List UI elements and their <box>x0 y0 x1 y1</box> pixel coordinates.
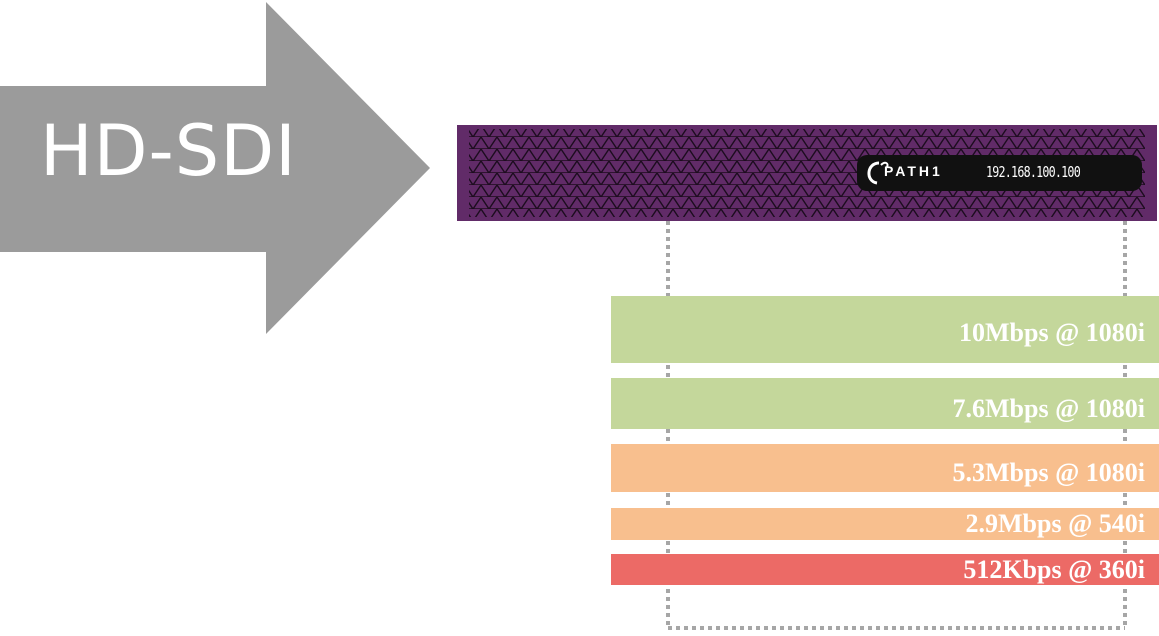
device-display <box>857 155 1142 191</box>
input-arrow: HD-SDI <box>0 0 460 340</box>
stream-bar-512kbps: 512Kbps @ 360i <box>611 554 1159 585</box>
device-brand: PATH1 <box>884 163 943 179</box>
path1-logo-icon <box>867 161 889 185</box>
arrow-shape <box>0 2 430 334</box>
device-ip-address: 192.168.100.100 <box>986 163 1081 181</box>
stream-label: 7.6Mbps @ 1080i <box>952 394 1146 423</box>
stream-label: 2.9Mbps @ 540i <box>965 509 1146 538</box>
stream-label: 10Mbps @ 1080i <box>959 318 1145 347</box>
stream-bar-2-9mbps: 2.9Mbps @ 540i <box>611 508 1159 540</box>
device-chassis <box>457 125 1157 221</box>
arrow-label: HD-SDI <box>40 110 297 192</box>
stream-bar-5-3mbps: 5.3Mbps @ 1080i <box>611 444 1159 492</box>
stream-bar-10mbps: 10Mbps @ 1080i <box>611 296 1159 363</box>
encoder-device: PATH1 192.168.100.100 <box>457 125 1157 221</box>
stream-label: 512Kbps @ 360i <box>963 555 1145 584</box>
stream-label: 5.3Mbps @ 1080i <box>952 458 1146 487</box>
stream-bar-7-6mbps: 7.6Mbps @ 1080i <box>611 378 1159 429</box>
